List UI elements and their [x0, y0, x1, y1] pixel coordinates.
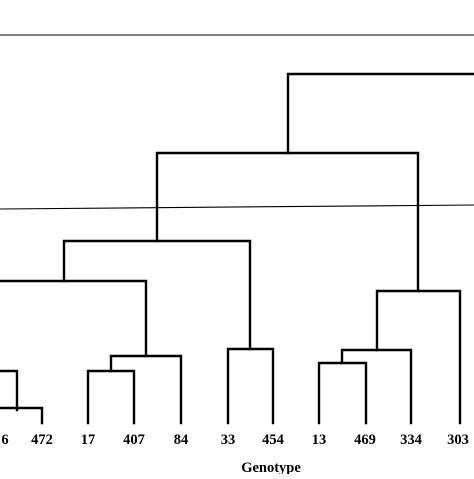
branch-left-sub-upper	[0, 369, 19, 412]
leaf-label: 13	[312, 432, 327, 448]
dendrogram-branches	[0, 72, 474, 425]
leaf-labels: 6 472 17 407 84 33 454 13 469 334 303	[1, 432, 469, 448]
leaf-label: 472	[31, 432, 53, 448]
branch-33-454	[226, 347, 275, 425]
branch-main-split	[155, 151, 420, 293]
branch-17-407	[86, 369, 136, 425]
leaf-label: 407	[123, 432, 145, 448]
leaf-label: 17	[81, 432, 96, 448]
leaf-label: 469	[354, 432, 376, 448]
branch-right-block	[375, 289, 462, 425]
leaf-label: 6	[1, 432, 8, 448]
leaf-label: 334	[400, 432, 422, 448]
branch-6-472	[0, 406, 44, 425]
branch-left-group	[0, 279, 148, 358]
leaf-label: 303	[447, 432, 469, 448]
leaf-label: 454	[262, 432, 284, 448]
leaf-label: 84	[174, 432, 189, 448]
branch-13-469-334	[340, 348, 413, 425]
branch-root	[286, 72, 474, 155]
cut-line	[0, 204, 474, 210]
branch-left-block	[62, 239, 252, 351]
branch-17-407-84	[109, 354, 183, 425]
x-axis-title: Genotype	[241, 460, 301, 474]
branch-13-469	[317, 361, 368, 425]
leaf-label: 33	[221, 432, 236, 448]
